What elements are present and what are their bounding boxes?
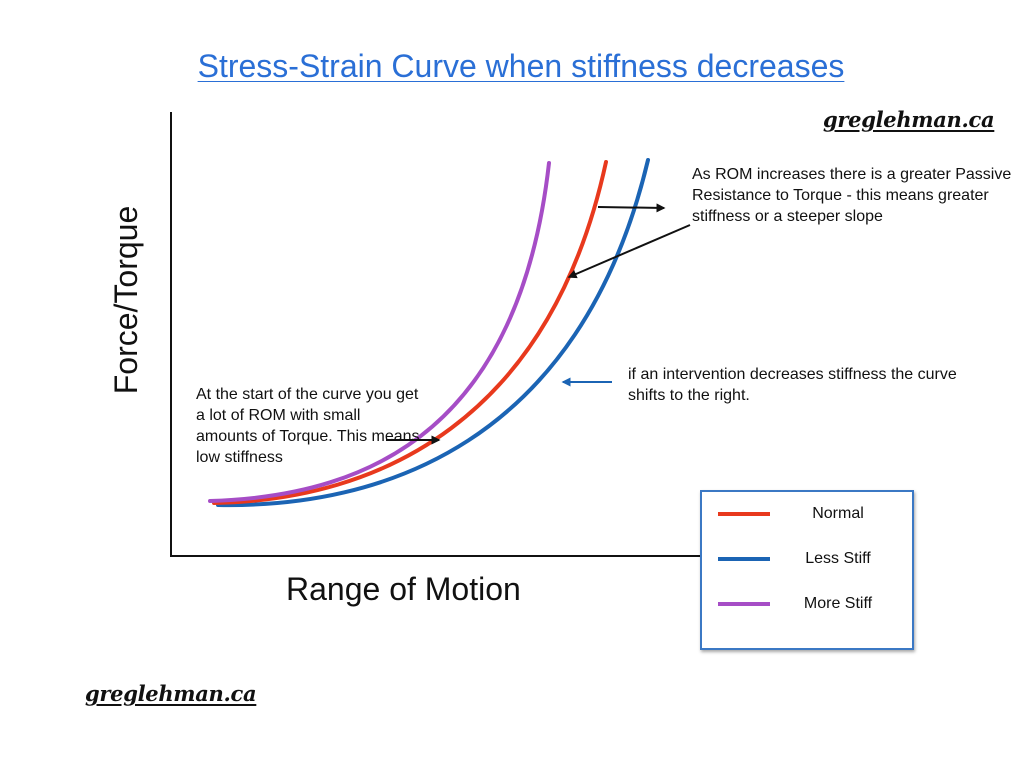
curve-more-stiff (208, 161, 551, 503)
legend-label-more-stiff: More Stiff (803, 595, 873, 612)
page-title: Stress-Strain Curve when stiffness decre… (197, 48, 845, 84)
annotation-shift-right: if an intervention decreases stiffness t… (628, 366, 957, 404)
watermark-bottom: greglehman.ca (85, 681, 257, 706)
curve-normal (212, 160, 608, 505)
annotation-steeper-slope: As ROM increases there is a greater Pass… (692, 166, 1012, 225)
legend-item-more-stiff: More Stiff (702, 592, 912, 616)
curve-less-stiff (216, 158, 650, 508)
legend: Normal Less Stiff More Stiff (700, 490, 914, 650)
legend-item-less-stiff: Less Stiff (702, 547, 912, 571)
legend-label-normal: Normal (812, 505, 864, 522)
legend-label-less-stiff: Less Stiff (805, 550, 871, 567)
legend-swatch-less-stiff (718, 557, 770, 561)
legend-item-normal: Normal (702, 502, 912, 526)
arrow-greater-resistance (567, 224, 691, 279)
arrow-steeper-slope (597, 203, 666, 213)
annotation-low-stiffness: At the start of the curve you get a lot … (196, 386, 420, 466)
legend-swatch-normal (718, 512, 770, 516)
legend-swatch-more-stiff (718, 602, 770, 606)
watermark-top: greglehman.ca (823, 107, 995, 132)
x-axis-label: Range of Motion (286, 571, 521, 607)
